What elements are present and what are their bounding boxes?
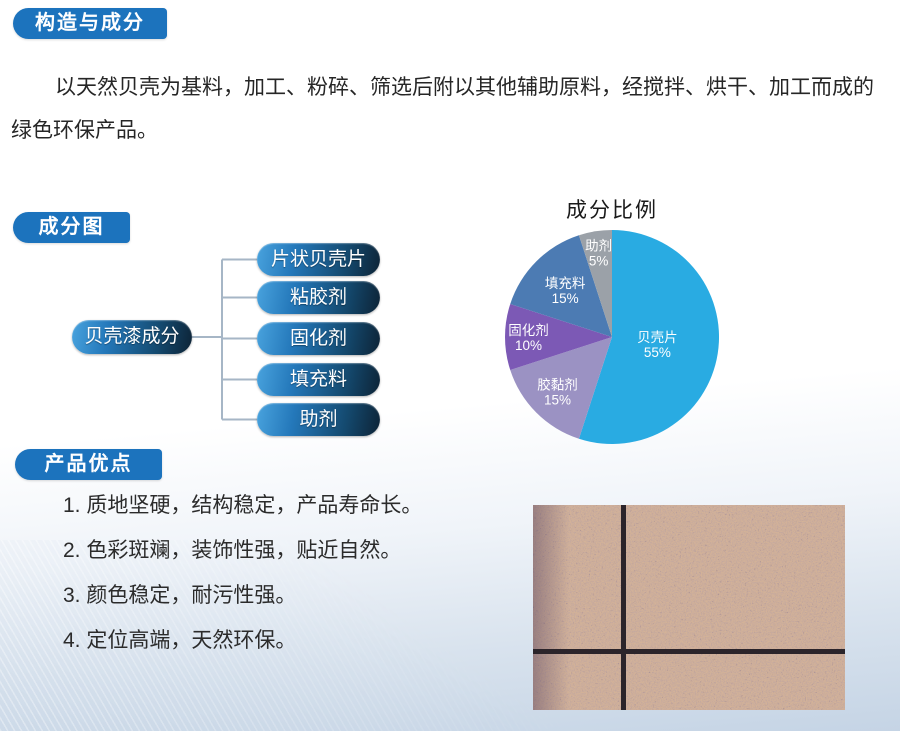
tree-child-node-additive: 助剂 xyxy=(257,403,380,436)
tree-connector-lines xyxy=(192,258,257,421)
tree-root-node: 贝壳漆成分 xyxy=(72,320,192,354)
pie-slice-label-4: 助剂 5% xyxy=(585,239,612,269)
tree-child-node-filler: 填充料 xyxy=(257,363,380,396)
pie-chart-title: 成分比例 xyxy=(566,199,658,222)
sample-grout-horizontal xyxy=(533,649,845,654)
section-badge-structure-composition: 构造与成分 xyxy=(13,8,167,39)
pie-slice-label-0: 贝壳片 55% xyxy=(637,330,678,360)
intro-paragraph: 以天然贝壳为基料，加工、粉碎、筛选后附以其他辅助原料，经搅拌、烘干、加工而成的 … xyxy=(11,66,893,152)
section-badge-composition-diagram: 成分图 xyxy=(13,212,130,243)
advantages-list: 1. 质地坚硬，结构稳定，产品寿命长。 2. 色彩斑斓，装饰性强，贴近自然。 3… xyxy=(63,492,422,672)
section-badge-product-advantages: 产品优点 xyxy=(15,449,162,480)
tree-child-node-shell-flakes: 片状贝壳片 xyxy=(257,243,380,276)
pie-slice-label-2: 固化剂 10% xyxy=(508,323,549,353)
tree-child-node-curing-agent: 固化剂 xyxy=(257,322,380,355)
sample-grain-coarse xyxy=(533,505,845,710)
tree-child-node-adhesive: 粘胶剂 xyxy=(257,281,380,314)
pie-slice-3 xyxy=(510,235,612,337)
pie-slice-1 xyxy=(510,337,612,439)
advantage-item-1: 1. 质地坚硬，结构稳定，产品寿命长。 xyxy=(63,494,423,517)
pie-slice-0 xyxy=(578,230,720,444)
intro-line-1: 以天然贝壳为基料，加工、粉碎、筛选后附以其他辅助原料，经搅拌、烘干、加工而成的 xyxy=(55,76,874,99)
advantage-item-2: 2. 色彩斑斓，装饰性强，贴近自然。 xyxy=(63,539,402,562)
pie-slice-label-3: 填充料 15% xyxy=(545,276,586,306)
pie-slice-2 xyxy=(505,303,612,371)
sample-left-shadow xyxy=(533,505,569,710)
advantage-item-4: 4. 定位高端，天然环保。 xyxy=(63,629,297,652)
composition-pie-chart: 贝壳片 55% 胶黏剂 15% 固化剂 10% 填充料 15% 助剂 5% xyxy=(505,230,720,444)
sample-grout-vertical xyxy=(621,505,626,710)
intro-line-2: 绿色环保产品。 xyxy=(11,119,158,142)
advantage-item-3: 3. 颜色稳定，耐污性强。 xyxy=(63,584,297,607)
pie-slice-label-1: 胶黏剂 15% xyxy=(537,377,578,408)
product-sample-image xyxy=(533,505,845,710)
pie-slice-4 xyxy=(578,230,612,337)
